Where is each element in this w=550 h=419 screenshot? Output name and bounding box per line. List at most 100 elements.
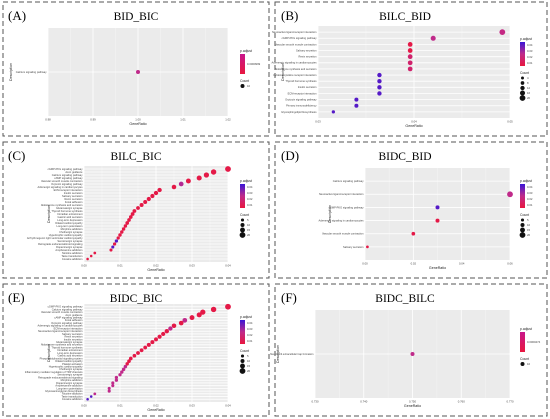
y-tick-label: Cocaine addiction xyxy=(62,397,83,401)
y-tick-label: Insulin secretion xyxy=(298,85,317,89)
data-point xyxy=(93,392,97,396)
x-axis-title: GeneRatio xyxy=(405,124,422,128)
size-legend-label: 12 xyxy=(527,86,531,90)
data-point xyxy=(499,29,506,36)
panel-b: (B) BILC_BID 0.03 0.04 0.05 Neuroactive lig… xyxy=(272,1,548,137)
panel-d-letter: (D) xyxy=(281,148,299,163)
y-tick-label: Axon guidance xyxy=(65,313,83,317)
y-tick-label: Gastric acid secretion xyxy=(58,354,83,358)
y-tick-label: Glycosaminoglycan biosynthesis xyxy=(45,389,83,393)
data-point xyxy=(377,72,382,78)
y-tick-label: Salivary secretion xyxy=(62,194,83,198)
data-point xyxy=(125,362,129,366)
color-legend-title: p.adjust xyxy=(520,179,532,183)
y-tick-label: Calcium signaling pathway xyxy=(16,70,47,74)
size-legend-dot xyxy=(520,218,525,222)
data-point xyxy=(203,172,210,178)
size-legend-dot xyxy=(521,76,524,80)
size-legend-label: 4 xyxy=(527,76,529,80)
color-legend-title: p.adjust xyxy=(520,327,532,331)
y-tick-label: Gastric acid secretion xyxy=(58,215,83,219)
y-tick-label: Thyroid hormone synthesis xyxy=(285,79,317,83)
data-point xyxy=(507,191,513,198)
x-tick-label: 0.02 xyxy=(153,404,159,408)
x-tick-label: 0.04 xyxy=(225,404,231,408)
data-point xyxy=(123,224,128,228)
y-tick-label: cGMP-PKG signaling pathway xyxy=(329,205,365,209)
data-point xyxy=(189,315,195,321)
color-legend-label: 0.02 xyxy=(527,55,533,59)
panel-a-frame xyxy=(2,1,270,137)
x-axis-title: GeneRatio xyxy=(404,404,421,408)
data-point xyxy=(366,245,369,249)
data-point xyxy=(377,85,382,90)
color-legend-title: p.adjust xyxy=(240,179,252,183)
data-point xyxy=(185,178,191,184)
y-tick-label: Insulin secretion xyxy=(64,191,83,195)
y-tick-label: Circadian entrainment xyxy=(57,348,83,352)
data-point xyxy=(118,233,122,237)
y-tick-label: Calcium signaling pathway xyxy=(333,179,364,183)
data-point xyxy=(161,331,166,337)
size-legend-label: 20 xyxy=(527,96,531,100)
panel-a-title: BID_BIC xyxy=(114,11,159,23)
data-point xyxy=(407,54,413,60)
data-point xyxy=(114,378,119,382)
x-axis-title: GeneRatio xyxy=(129,122,146,126)
size-legend-title: Count xyxy=(240,213,249,217)
y-tick-label: Nicotine addiction xyxy=(62,251,83,255)
x-tick-label: 0.760 xyxy=(458,400,465,404)
data-point xyxy=(120,230,124,234)
data-point xyxy=(178,320,184,326)
x-tick-label: 0.99 xyxy=(90,118,96,122)
size-legend-label: 16 xyxy=(527,91,531,95)
x-tick-label: 0.770 xyxy=(507,400,514,404)
panel-c-title: BILC_BIC xyxy=(110,151,161,163)
x-tick-label: 0.750 xyxy=(409,400,416,404)
data-point xyxy=(153,190,159,196)
data-point xyxy=(200,309,206,315)
y-tick-label: Primary immunodeficiency xyxy=(286,104,317,108)
panel-f: (F) BIDC_BILC 0.730 0.740 0.750 0.760 0.770 N… xyxy=(270,283,548,417)
panel-c: (C) BILC_BIC 0.00 0.01 0.02 0.03 0.04 cGMP-PK… xyxy=(2,141,270,279)
data-point xyxy=(150,193,155,199)
panel-e-title: BIDC_BIC xyxy=(110,293,163,305)
y-tick-label: Glutamatergic synapse xyxy=(56,206,83,210)
y-tick-label: Phosphatidylinositol signaling system xyxy=(40,356,83,360)
size-legend-dot xyxy=(520,362,525,366)
data-point xyxy=(354,103,359,108)
panel-e-letter: (E) xyxy=(8,290,25,305)
y-tick-label: Amphetamine addiction xyxy=(55,248,83,252)
y-tick-label: Thyroid hormone synthesis xyxy=(51,209,83,213)
x-tick-label: 0.02 xyxy=(153,264,159,268)
data-point xyxy=(89,254,93,258)
y-tick-label: ECM-receptor interaction xyxy=(288,91,317,95)
y-tick-label: ECM-receptor interaction xyxy=(54,326,83,330)
y-tick-label: Morphine addiction xyxy=(61,227,83,231)
x-tick-label: 0.730 xyxy=(312,400,319,404)
size-legend-label: 5 xyxy=(527,218,529,222)
y-tick-label: Taste transduction xyxy=(61,394,83,398)
y-tick-label: Hypertrophic cardiomyopathy xyxy=(49,365,83,369)
data-point xyxy=(121,227,126,231)
y-tick-label: Dopaminergic synapse xyxy=(56,381,83,385)
data-point xyxy=(146,196,151,202)
panel-c-plot: 0.00 0.01 0.02 0.03 0.04 cGMP-PKG signaling p… xyxy=(27,166,253,272)
size-legend-dot xyxy=(520,223,525,227)
y-tick-label: cGMP-PKG signaling pathway xyxy=(48,167,84,171)
data-point xyxy=(114,375,119,380)
color-legend-label: 0.0000999 xyxy=(247,62,261,66)
y-tick-label: Aldosterone synthesis and secretion xyxy=(275,67,317,71)
size-legend-dot xyxy=(240,218,245,222)
color-legend-label: 0.01 xyxy=(247,203,253,207)
y-tick-label: Serotonergic synapse xyxy=(57,239,83,243)
y-tick-label: Nicotine addiction xyxy=(62,392,83,396)
y-tick-label: Thyroid hormone synthesis xyxy=(51,345,83,349)
data-point xyxy=(146,342,151,347)
data-point xyxy=(130,212,135,216)
y-tick-label: Calcium signaling pathway xyxy=(52,307,83,311)
color-legend-label: 0.03 xyxy=(527,191,533,195)
y-axis-title: Description xyxy=(328,205,332,223)
x-tick-label: 0.02 xyxy=(411,262,417,266)
